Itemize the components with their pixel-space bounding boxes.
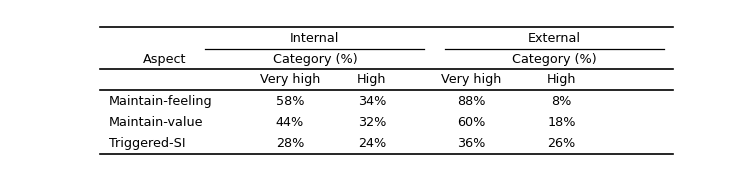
Text: High: High xyxy=(357,73,387,86)
Text: Internal: Internal xyxy=(290,32,339,45)
Text: Very high: Very high xyxy=(441,73,501,86)
Text: 24%: 24% xyxy=(357,137,386,150)
Text: External: External xyxy=(528,32,581,45)
Text: 44%: 44% xyxy=(276,116,304,129)
Text: Very high: Very high xyxy=(260,73,320,86)
Text: Maintain-value: Maintain-value xyxy=(109,116,204,129)
Text: 36%: 36% xyxy=(457,137,486,150)
Text: 18%: 18% xyxy=(547,116,576,129)
Text: 32%: 32% xyxy=(357,116,386,129)
Text: Category (%): Category (%) xyxy=(272,52,357,65)
Text: Category (%): Category (%) xyxy=(512,52,596,65)
Text: 88%: 88% xyxy=(457,95,486,108)
Text: Maintain-feeling: Maintain-feeling xyxy=(109,95,213,108)
Text: 28%: 28% xyxy=(276,137,304,150)
Text: 26%: 26% xyxy=(547,137,576,150)
Text: Aspect: Aspect xyxy=(143,52,186,65)
Text: Triggered-SI: Triggered-SI xyxy=(109,137,185,150)
Text: 8%: 8% xyxy=(551,95,572,108)
Text: 34%: 34% xyxy=(357,95,386,108)
Text: 60%: 60% xyxy=(457,116,486,129)
Text: High: High xyxy=(547,73,577,86)
Text: 58%: 58% xyxy=(276,95,305,108)
